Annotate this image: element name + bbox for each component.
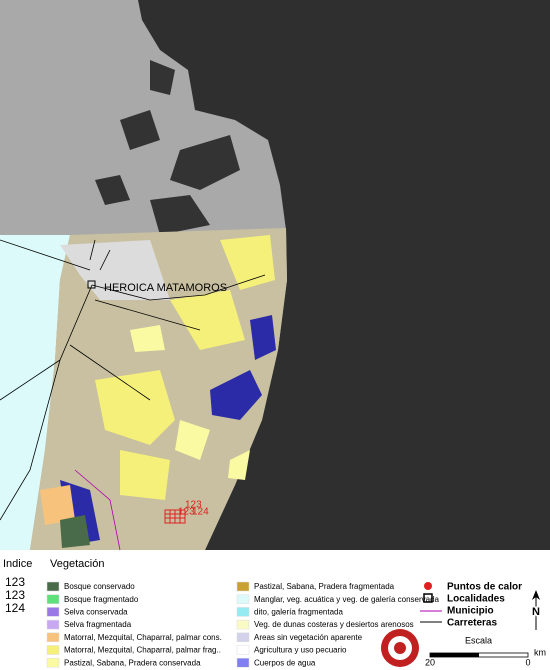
legend-swatch bbox=[46, 594, 60, 604]
wetland bbox=[0, 235, 70, 550]
legend-swatch bbox=[236, 581, 250, 592]
symbol-label: Carreteras bbox=[447, 618, 497, 629]
legend-label: Pastizal, Sabana, Pradera conservada bbox=[64, 658, 201, 667]
legend-swatch bbox=[46, 657, 60, 668]
legend-label: Matorral, Mezquital, Chaparral, palmar f… bbox=[64, 646, 221, 655]
municipio-line bbox=[74, 469, 121, 551]
legend-label: Bosque fragmentado bbox=[64, 595, 139, 604]
hotspot-grid bbox=[165, 510, 185, 523]
legend-swatch bbox=[236, 645, 250, 655]
legend-swatch bbox=[46, 632, 60, 643]
legend-swatch bbox=[46, 645, 60, 655]
legend-swatch bbox=[46, 581, 60, 592]
scrub bbox=[40, 485, 75, 525]
symbol-label: Localidades bbox=[447, 594, 505, 605]
legend-swatch bbox=[236, 607, 250, 617]
logo bbox=[381, 629, 419, 667]
index-value: 123 bbox=[5, 575, 25, 589]
sea bbox=[138, 0, 550, 550]
legend-label: Selva conservada bbox=[64, 608, 128, 617]
scale-start: 20 bbox=[425, 657, 435, 667]
hotspot-label: 123 bbox=[185, 500, 202, 511]
legend-swatch bbox=[236, 632, 250, 643]
legend-label: Bosque conservado bbox=[64, 582, 135, 591]
scale-end: 0 bbox=[525, 657, 530, 667]
grass bbox=[130, 325, 250, 480]
legend: Indice Vegetación N Escala 20 0 km 12312… bbox=[3, 558, 546, 668]
index-header: Indice bbox=[3, 558, 32, 570]
locality-symbol bbox=[423, 593, 433, 603]
legend-label: Manglar, veg. acuática y veg. de galería… bbox=[254, 595, 440, 604]
hotspot-symbol bbox=[424, 582, 432, 590]
legend-swatch bbox=[236, 619, 250, 630]
legend-label: Agricultura y uso pecuario bbox=[254, 646, 347, 655]
legend-swatch bbox=[46, 619, 60, 630]
forest bbox=[60, 515, 90, 548]
legend-label: Areas sin vegetación aparente bbox=[254, 633, 363, 642]
road bbox=[0, 239, 266, 521]
legend-label: Pastizal, Sabana, Pradera fragmentada bbox=[254, 582, 395, 591]
urban bbox=[60, 240, 170, 300]
hotspot-label: 124 bbox=[192, 507, 209, 518]
land-band bbox=[0, 190, 120, 235]
lagoon bbox=[95, 60, 240, 235]
index-value: 123 bbox=[5, 588, 25, 602]
vegetation-header: Vegetación bbox=[50, 558, 104, 570]
legend-label: dito, galería fragmentada bbox=[254, 608, 343, 617]
legend-label: Matorral, Mezquital, Chaparral, palmar c… bbox=[64, 633, 222, 642]
shrub bbox=[95, 235, 275, 500]
scale-title: Escala bbox=[465, 635, 492, 645]
hotspot-label: 123 bbox=[178, 507, 195, 518]
north-label: N bbox=[532, 606, 540, 618]
legend-swatch bbox=[46, 607, 60, 617]
symbol-label: Puntos de calor bbox=[447, 582, 522, 593]
legend-swatch bbox=[236, 657, 250, 668]
map: HEROICA MATAMOROS 123 123 124 bbox=[0, 0, 550, 551]
scale-unit: km bbox=[534, 647, 546, 657]
north-arrow bbox=[532, 590, 540, 630]
legend-label: Cuerpos de agua bbox=[254, 658, 316, 667]
place-label: HEROICA MATAMOROS bbox=[104, 282, 227, 294]
index-value: 124 bbox=[5, 601, 25, 615]
scale-bar-fill bbox=[430, 653, 479, 657]
locality-marker bbox=[87, 280, 96, 289]
legend-label: Selva fragmentada bbox=[64, 620, 132, 629]
symbol-label: Municipio bbox=[447, 606, 494, 617]
legend-swatch bbox=[236, 594, 250, 604]
hotspot-cluster bbox=[164, 509, 186, 524]
legend-label: Veg. de dunas costeras y desiertos areno… bbox=[254, 620, 414, 629]
